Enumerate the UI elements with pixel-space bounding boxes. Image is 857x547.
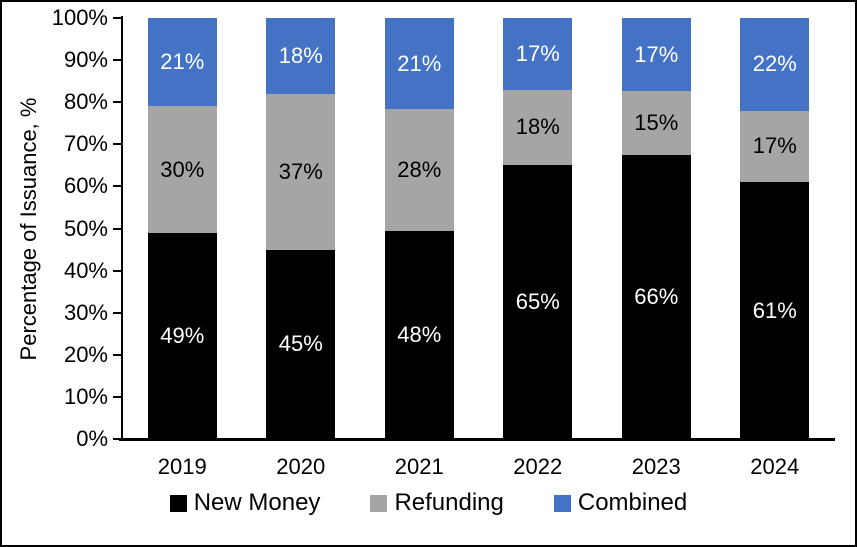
segment-2020-combined: 18% — [266, 18, 336, 94]
plot-area: 21% 30% 49% 18% 37% 45% 21% 28% 48% 17% 18% 65% 17% 1… — [123, 18, 834, 439]
y-tick-mark — [113, 311, 121, 314]
data-label: 66% — [634, 284, 679, 310]
data-label: 49% — [160, 322, 205, 348]
y-tick-mark — [113, 353, 121, 356]
y-tick-label: 60% — [63, 173, 108, 199]
segment-2022-new-money: 65% — [503, 165, 573, 439]
segment-2021-refunding: 28% — [384, 109, 454, 231]
x-category-label-2024: 2024 — [750, 454, 800, 479]
data-label: 17% — [634, 41, 679, 67]
y-axis-line — [121, 16, 123, 441]
segment-2021-new-money: 48% — [384, 230, 454, 439]
data-label: 22% — [752, 51, 797, 77]
y-tick-label: 10% — [63, 383, 108, 409]
legend-swatch-icon — [553, 494, 571, 512]
legend-label: New Money — [193, 489, 321, 516]
stacked-bar-2022: 17% 18% 65% — [503, 18, 573, 439]
segment-2022-combined: 17% — [503, 18, 573, 90]
data-label: 65% — [515, 289, 560, 315]
segment-2024-combined: 22% — [740, 18, 810, 111]
segment-2019-refunding: 30% — [147, 106, 217, 233]
data-label: 18% — [278, 42, 323, 68]
stacked-bar-2020: 18% 37% 45% — [266, 18, 336, 439]
data-label: 30% — [160, 156, 205, 182]
bar-slot-2022: 17% 18% 65% — [479, 18, 598, 439]
y-tick-label: 0% — [76, 426, 108, 451]
data-label: 28% — [397, 156, 442, 182]
y-tick-label: 80% — [63, 89, 108, 115]
bar-slot-2019: 21% 30% 49% — [123, 18, 242, 439]
y-tick-mark — [113, 269, 121, 272]
y-tick-label: 40% — [63, 257, 108, 283]
y-axis-tick-labels: 0% 10% 20% 30% 40% 50% 60% 70% 80% 90% 100% — [2, 2, 108, 545]
data-label: 37% — [278, 158, 323, 184]
data-label: 15% — [634, 110, 679, 136]
legend-label: Refunding — [394, 489, 504, 516]
segment-2024-new-money: 61% — [740, 182, 810, 439]
data-label: 61% — [752, 297, 797, 323]
segment-2022-refunding: 18% — [503, 89, 573, 166]
x-category-label-2019: 2019 — [157, 454, 207, 479]
x-category-label-2023: 2023 — [631, 454, 681, 479]
y-tick-label: 50% — [63, 215, 108, 241]
bar-slot-2020: 18% 37% 45% — [242, 18, 361, 439]
data-label: 21% — [397, 50, 442, 76]
legend-swatch-icon — [370, 494, 388, 512]
data-label: 45% — [278, 331, 323, 357]
data-label: 17% — [515, 40, 560, 66]
data-label: 21% — [160, 49, 205, 75]
y-tick-mark — [113, 101, 121, 104]
legend-item-combined: Combined — [553, 489, 688, 517]
data-label: 17% — [752, 133, 797, 159]
y-tick-label: 100% — [51, 5, 108, 30]
bar-slot-2023: 17% 15% 66% — [597, 18, 716, 439]
y-tick-mark — [113, 59, 121, 62]
segment-2023-refunding: 15% — [621, 91, 691, 156]
legend-item-new-money: New Money — [169, 489, 321, 517]
stacked-bar-2019: 21% 30% 49% — [147, 18, 217, 439]
y-tick-label: 20% — [63, 341, 108, 367]
y-tick-mark — [113, 227, 121, 230]
segment-2020-refunding: 37% — [266, 93, 336, 250]
y-tick-mark — [113, 17, 121, 19]
y-tick-label: 90% — [63, 47, 108, 73]
y-tick-mark — [113, 143, 121, 146]
stacked-bar-2023: 17% 15% 66% — [621, 18, 691, 439]
segment-2023-combined: 17% — [621, 18, 691, 92]
stacked-bar-2021: 21% 28% 48% — [384, 18, 454, 439]
segment-2019-new-money: 49% — [147, 232, 217, 439]
x-category-label-2020: 2020 — [276, 454, 326, 479]
y-tick-mark — [113, 185, 121, 188]
y-tick-mark — [113, 438, 121, 440]
y-tick-mark — [113, 395, 121, 398]
y-tick-label: 30% — [63, 299, 108, 325]
segment-2024-refunding: 17% — [740, 110, 810, 183]
segment-2021-combined: 21% — [384, 18, 454, 110]
legend-label: Combined — [577, 489, 688, 516]
bar-slot-2024: 22% 17% 61% — [716, 18, 835, 439]
data-label: 48% — [397, 321, 442, 347]
segment-2023-new-money: 66% — [621, 155, 691, 439]
x-category-label-2022: 2022 — [513, 454, 563, 479]
segment-2019-combined: 21% — [147, 18, 217, 107]
bar-slot-2021: 21% 28% 48% — [360, 18, 479, 439]
segment-2020-new-money: 45% — [266, 249, 336, 439]
legend: New Money Refunding Combined — [2, 489, 855, 517]
legend-item-refunding: Refunding — [370, 489, 504, 517]
stacked-bar-2024: 22% 17% 61% — [740, 18, 810, 439]
x-axis-category-labels: 2019 2020 2021 2022 2023 2024 — [123, 454, 834, 480]
data-label: 18% — [515, 114, 560, 140]
legend-swatch-icon — [169, 494, 187, 512]
x-category-label-2021: 2021 — [394, 454, 444, 479]
x-axis-line — [119, 438, 835, 441]
y-tick-label: 70% — [63, 131, 108, 157]
